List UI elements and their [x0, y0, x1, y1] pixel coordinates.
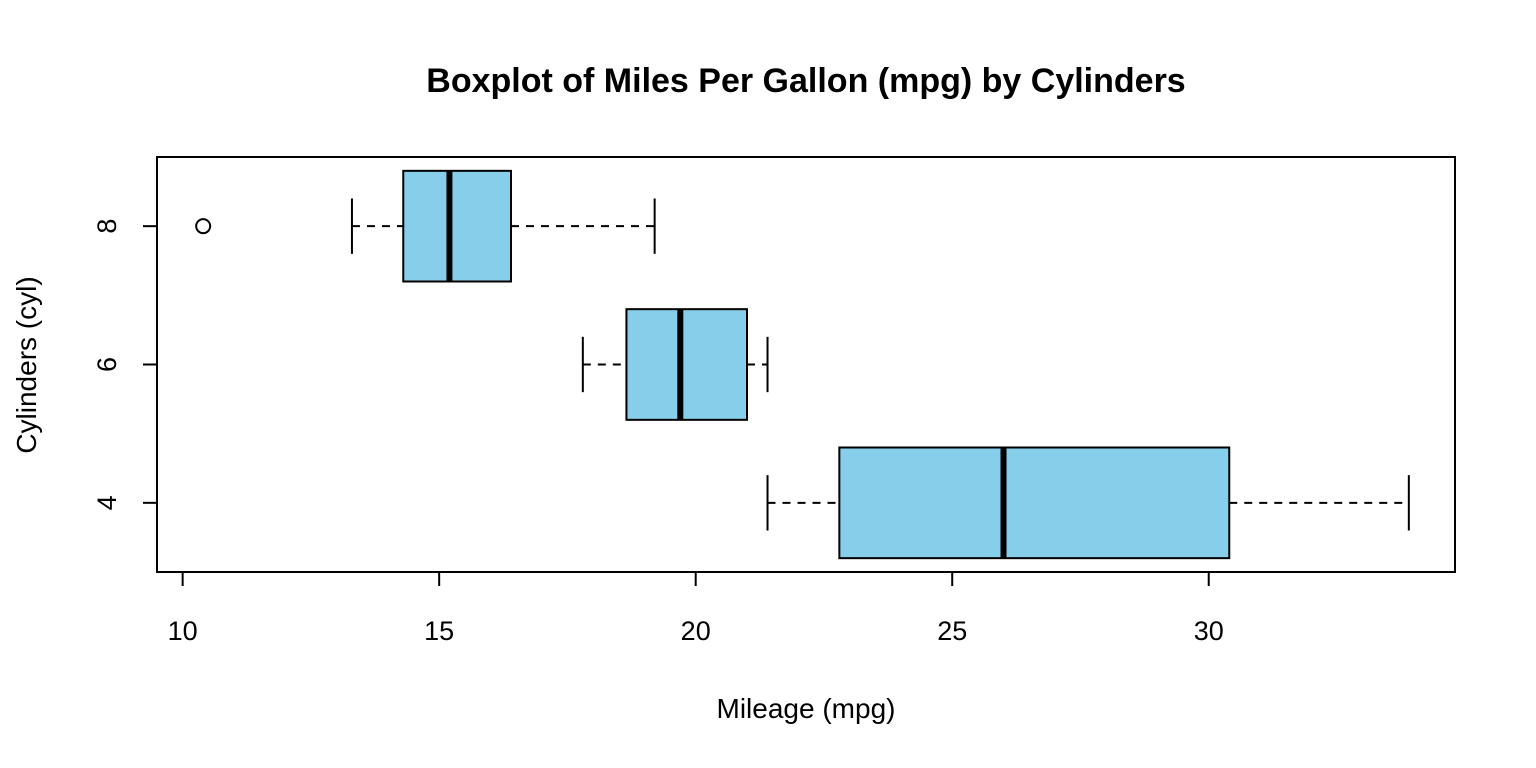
x-tick-label: 15 — [424, 616, 454, 646]
box-iqr — [402, 169, 512, 283]
y-tick-label: 4 — [92, 495, 122, 510]
box-series — [195, 169, 1410, 560]
x-tick-label: 10 — [168, 616, 198, 646]
box-iqr — [625, 308, 748, 421]
x-tick-label: 30 — [1194, 616, 1224, 646]
y-tick-label: 6 — [92, 357, 122, 372]
box-group-6 — [581, 308, 769, 421]
x-axis-label: Mileage (mpg) — [717, 693, 896, 724]
outlier-point — [195, 218, 212, 235]
box-group-8 — [195, 169, 656, 283]
box-group-4 — [766, 446, 1410, 560]
chart-title: Boxplot of Miles Per Gallon (mpg) by Cyl… — [426, 62, 1185, 100]
x-tick-label: 20 — [681, 616, 711, 646]
y-axis: 4 6 8 — [92, 219, 158, 510]
y-tick-label: 8 — [92, 219, 122, 234]
x-tick-label: 25 — [937, 616, 967, 646]
x-axis: 10 15 20 25 30 — [168, 571, 1224, 646]
y-axis-label: Cylinders (cyl) — [11, 276, 42, 453]
box-iqr — [838, 446, 1231, 560]
